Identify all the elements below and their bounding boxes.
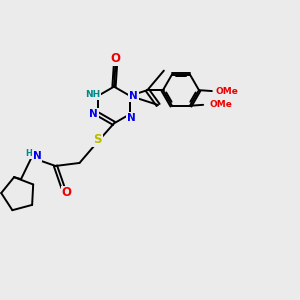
- Text: O: O: [110, 52, 121, 65]
- Text: NH: NH: [85, 90, 100, 99]
- Text: S: S: [93, 133, 102, 146]
- Text: N: N: [129, 91, 138, 101]
- Text: O: O: [61, 187, 72, 200]
- Text: N: N: [32, 151, 41, 161]
- Text: OMe: OMe: [209, 100, 232, 109]
- Text: N: N: [127, 113, 136, 123]
- Text: N: N: [89, 109, 98, 119]
- Text: OMe: OMe: [215, 87, 238, 96]
- Text: H: H: [25, 149, 32, 158]
